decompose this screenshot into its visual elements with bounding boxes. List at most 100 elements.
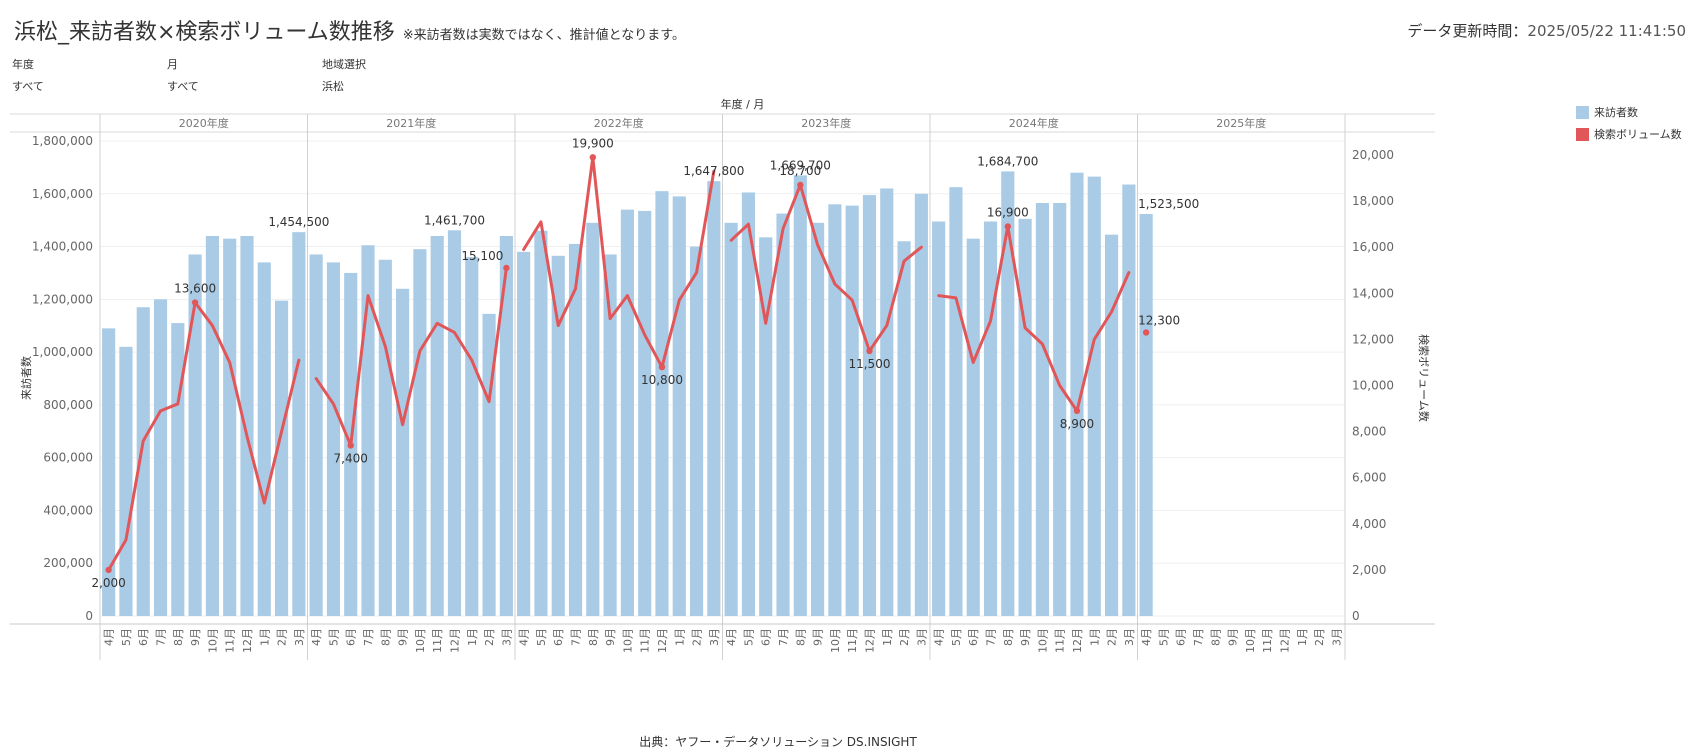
y-tick-label: 0: [85, 609, 93, 623]
search-point: [191, 299, 199, 306]
bar: [188, 254, 202, 616]
month-tick-label: 9月: [189, 628, 202, 646]
bar: [672, 196, 686, 616]
search-data-label: 2,000: [91, 576, 125, 590]
bar: [568, 243, 583, 616]
year-label: 2021年度: [386, 116, 436, 130]
y2-tick-label: 0: [1352, 609, 1360, 623]
month-tick-label: 8月: [379, 628, 392, 646]
month-tick-label: 1月: [466, 628, 479, 646]
month-tick-label: 8月: [1209, 628, 1222, 646]
y-tick-label: 800,000: [43, 398, 93, 412]
bar: [447, 230, 462, 616]
month-tick-label: 11月: [224, 628, 237, 653]
month-tick-label: 5月: [535, 628, 548, 646]
search-line: [729, 183, 923, 353]
bar: [326, 262, 341, 616]
search-point: [1073, 407, 1081, 415]
bar: [223, 238, 237, 616]
legend: 来訪者数 検索ボリューム数: [1576, 104, 1682, 148]
month-tick-label: 10月: [829, 628, 842, 653]
month-tick-label: 2月: [1313, 628, 1326, 646]
month-tick-label: 10月: [206, 628, 219, 653]
month-tick-label: 1月: [673, 628, 686, 646]
bar: [274, 300, 289, 616]
month-tick-label: 3月: [915, 628, 928, 646]
filter-month[interactable]: 月 すべて: [167, 56, 199, 94]
month-tick-label: 1月: [258, 628, 271, 646]
bar: [845, 205, 859, 616]
bar: [724, 222, 738, 617]
bar: [465, 257, 479, 616]
filter-region[interactable]: 地域選択 浜松: [322, 56, 366, 94]
search-data-label: 18,700: [779, 164, 821, 178]
search-point: [866, 347, 873, 355]
filter-year-value[interactable]: すべて: [12, 80, 44, 93]
filter-region-value[interactable]: 浜松: [322, 80, 344, 93]
search-line: [522, 155, 716, 369]
month-tick-label: 1月: [1296, 628, 1309, 646]
y2-tick-label: 12,000: [1352, 332, 1394, 346]
bar: [983, 221, 998, 616]
visitor-data-label: 1,523,500: [1138, 197, 1199, 211]
month-tick-label: 8月: [1002, 628, 1015, 646]
source-note: 出典：ヤフー・データソリューション DS.INSIGHT: [639, 735, 917, 749]
filter-year[interactable]: 年度 すべて: [12, 56, 44, 94]
bar: [741, 192, 756, 617]
bar: [862, 195, 877, 616]
filter-month-value[interactable]: すべて: [167, 80, 199, 93]
bar: [655, 191, 669, 616]
year-label: 2025年度: [1216, 116, 1266, 130]
month-tick-label: 8月: [587, 628, 600, 646]
month-tick-label: 9月: [397, 628, 410, 646]
month-tick-label: 4月: [518, 628, 531, 646]
month-tick-label: 12月: [1071, 628, 1084, 653]
bar: [1035, 203, 1049, 616]
search-data-label: 8,900: [1060, 417, 1094, 431]
legend-item-search[interactable]: 検索ボリューム数: [1576, 126, 1682, 142]
search-data-label: 19,900: [572, 136, 614, 150]
search-point: [1004, 223, 1012, 230]
search-point: [503, 264, 510, 272]
visitor-data-label: 1,684,700: [977, 154, 1038, 168]
bar: [413, 249, 427, 616]
bar: [292, 232, 306, 616]
search-point: [797, 181, 804, 189]
month-tick-label: 2月: [1106, 628, 1119, 646]
y2-tick-label: 4,000: [1352, 517, 1386, 531]
y-tick-label: 1,800,000: [32, 134, 93, 148]
month-tick-label: 2月: [276, 628, 289, 646]
legend-label-search: 検索ボリューム数: [1594, 128, 1682, 141]
month-tick-label: 2月: [691, 628, 704, 646]
update-time: データ更新時間：2025/05/22 11:41:50: [1407, 20, 1686, 41]
month-tick-label: 3月: [293, 628, 306, 646]
search-point: [347, 442, 354, 449]
bar: [378, 259, 392, 616]
visitor-data-label: 1,454,500: [268, 215, 329, 229]
month-tick-label: 6月: [345, 628, 358, 646]
bar: [240, 236, 254, 616]
visitor-data-label: 1,647,800: [683, 164, 744, 178]
month-tick-label: 12月: [241, 628, 254, 653]
month-tick-label: 9月: [1019, 628, 1032, 646]
bar: [1001, 171, 1015, 616]
month-tick-label: 4月: [725, 628, 738, 646]
legend-item-visitors[interactable]: 来訪者数: [1576, 104, 1682, 120]
month-tick-label: 12月: [1278, 628, 1291, 653]
update-time-label: データ更新時間：: [1407, 22, 1528, 40]
month-tick-label: 11月: [846, 628, 859, 653]
bar: [586, 222, 600, 617]
bar: [102, 328, 116, 616]
bar: [551, 255, 565, 616]
bar: [1087, 176, 1101, 616]
search-data-label: 16,900: [987, 205, 1029, 219]
search-data-label: 11,500: [848, 357, 890, 371]
bar: [828, 204, 842, 617]
y-tick-label: 1,600,000: [32, 187, 93, 201]
month-tick-label: 3月: [1123, 628, 1136, 646]
month-tick-label: 6月: [552, 628, 565, 646]
month-tick-label: 4月: [103, 628, 116, 646]
bar: [932, 221, 946, 616]
page-title: 浜松_来訪者数×検索ボリューム数推移: [14, 20, 395, 45]
